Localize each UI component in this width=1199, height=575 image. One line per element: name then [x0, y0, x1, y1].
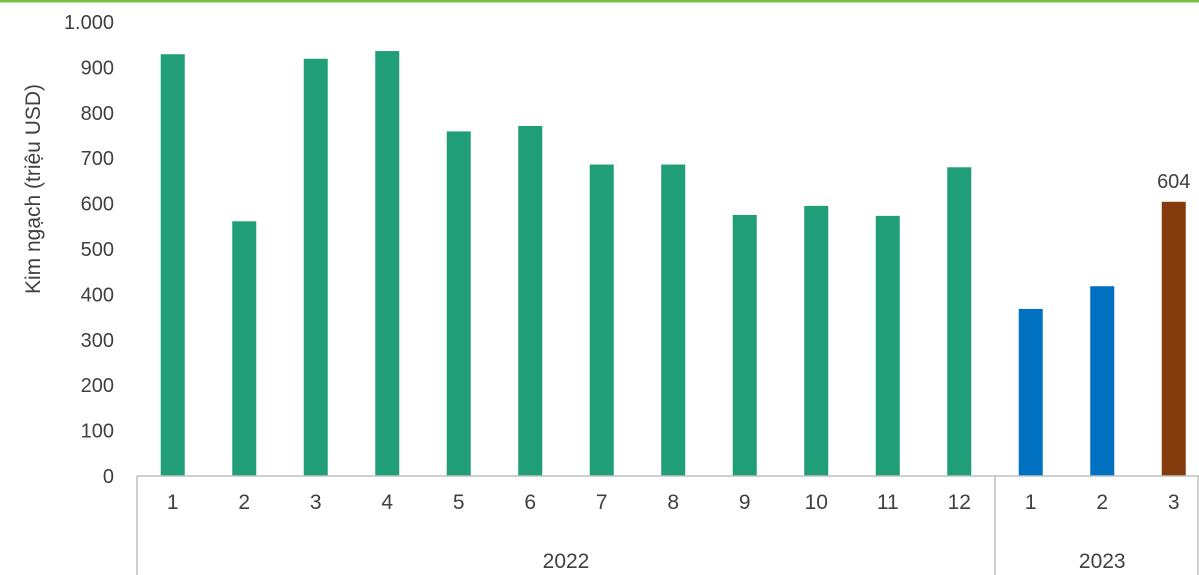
- y-tick-label: 400: [81, 284, 114, 306]
- x-axis: [136, 475, 1199, 575]
- bar: [1018, 308, 1043, 476]
- x-axis-groups: 2022 2023: [543, 550, 1126, 573]
- bars: [160, 51, 1186, 477]
- y-axis-ticks: 0 100 200 300 400 500 600 700 800 900 1.000: [64, 12, 114, 488]
- x-tick-label: 2: [238, 491, 250, 514]
- bar: [947, 167, 972, 476]
- y-tick-label: 500: [81, 239, 114, 261]
- x-tick-label: 5: [453, 491, 465, 514]
- x-tick-label: 11: [877, 491, 899, 514]
- x-tick-label: 3: [1168, 491, 1180, 514]
- y-tick-label: 900: [81, 57, 114, 79]
- bar: [875, 215, 900, 476]
- x-tick-label: 4: [381, 491, 393, 514]
- y-tick-label: 200: [81, 375, 114, 397]
- x-tick-label: 12: [948, 491, 971, 514]
- bar: [375, 51, 400, 476]
- x-group-label: 2022: [543, 550, 590, 573]
- bar: [303, 58, 328, 477]
- x-tick-label: 7: [596, 491, 608, 514]
- y-tick-label: 100: [81, 421, 114, 443]
- y-tick-label: 300: [81, 330, 114, 352]
- y-tick-label: 600: [81, 194, 114, 216]
- data-labels: 604: [1157, 171, 1190, 193]
- y-tick-label: 700: [81, 148, 114, 170]
- x-tick-label: 1: [1025, 491, 1037, 514]
- bar: [518, 125, 543, 476]
- x-tick-label: 6: [524, 491, 536, 514]
- x-tick-label: 3: [310, 491, 322, 514]
- bar: [804, 205, 829, 476]
- bar: [732, 214, 757, 476]
- bar: [1090, 286, 1115, 476]
- bar: [589, 164, 614, 476]
- x-axis-ticks: 1 2 3 4 5 6 7 8 9 10 11 12 1 2 3: [167, 491, 1180, 514]
- y-axis-label: Kim ngạch (triệu USD): [22, 84, 45, 294]
- x-group-label: 2023: [1079, 550, 1126, 573]
- y-tick-label: 0: [103, 466, 114, 488]
- x-tick-label: 9: [739, 491, 751, 514]
- bar: [661, 164, 686, 476]
- bar: [1161, 201, 1186, 476]
- x-tick-label: 2: [1096, 491, 1108, 514]
- data-label: 604: [1157, 171, 1190, 193]
- y-tick-label: 800: [81, 103, 114, 125]
- bar: [446, 131, 471, 476]
- bar: [160, 54, 185, 476]
- bar: [232, 221, 257, 476]
- x-tick-label: 8: [667, 491, 679, 514]
- x-tick-label: 1: [167, 491, 179, 514]
- x-tick-label: 10: [805, 491, 828, 514]
- y-tick-label: 1.000: [64, 12, 114, 34]
